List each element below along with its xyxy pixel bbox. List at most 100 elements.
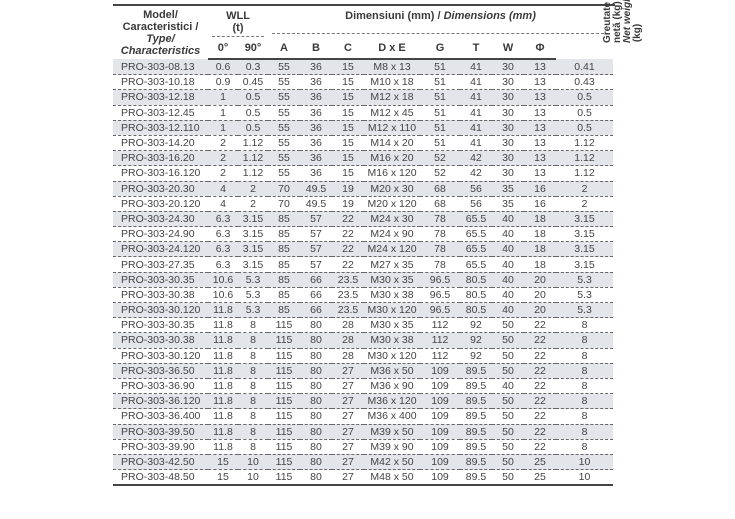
value-cell: 57 <box>300 256 333 273</box>
value-cell: 10.6 <box>208 287 238 304</box>
value-cell: 41 <box>460 59 493 76</box>
value-cell: 0.5 <box>238 120 269 136</box>
value-cell: 5.3 <box>238 302 269 319</box>
value-cell: 115 <box>268 469 301 487</box>
value-cell: 1.12 <box>556 165 614 182</box>
model-header: Model/ Caracteristici / Type/ Characteri… <box>113 5 208 59</box>
value-cell: 42 <box>460 165 493 182</box>
value-cell: 30 <box>492 74 525 91</box>
value-cell: 30 <box>492 89 525 106</box>
value-cell: 89.5 <box>460 408 493 425</box>
value-cell: 80 <box>300 408 333 425</box>
value-cell: M36 x 120 <box>364 393 421 410</box>
value-cell: 115 <box>268 454 301 471</box>
wll-unit: (t) <box>232 22 244 34</box>
value-cell: M39 x 90 <box>364 439 421 455</box>
value-cell: 78 <box>420 241 461 258</box>
value-cell: 8 <box>238 378 269 395</box>
value-cell: 10 <box>556 454 614 471</box>
value-cell: 11.8 <box>208 332 238 349</box>
value-cell: 112 <box>420 317 461 334</box>
value-cell: 115 <box>268 424 301 440</box>
value-cell: 1.12 <box>238 135 269 152</box>
model-cell: PRO-303-24.90 <box>113 226 208 243</box>
value-cell: 2 <box>208 135 238 152</box>
model-cell: PRO-303-48.50 <box>113 469 208 487</box>
value-cell: 28 <box>332 317 365 334</box>
value-cell: 0.6 <box>208 59 238 76</box>
model-cell: PRO-303-16.20 <box>113 150 208 167</box>
value-cell: 2 <box>556 181 614 197</box>
value-cell: 40 <box>492 256 525 273</box>
value-cell: 109 <box>420 469 461 487</box>
column-header: D x E <box>364 38 421 60</box>
value-cell: 22 <box>524 408 557 425</box>
value-cell: 15 <box>332 150 365 167</box>
model-header-line: Caracteristici / <box>122 20 199 33</box>
value-cell: 51 <box>420 135 461 152</box>
value-cell: 56 <box>460 181 493 197</box>
value-cell: 27 <box>332 439 365 455</box>
value-cell: 30 <box>492 150 525 167</box>
table-row: PRO-303-24.30 6.3 3.15 85 57 22 M24 x 30 78 65.5… <box>113 211 615 228</box>
value-cell: 5.3 <box>556 287 614 304</box>
value-cell: 35 <box>492 196 525 212</box>
value-cell: 55 <box>268 150 301 167</box>
value-cell: 27 <box>332 363 365 379</box>
value-cell: 78 <box>420 256 461 273</box>
value-cell: 4 <box>208 181 238 197</box>
value-cell: 49.5 <box>300 181 333 197</box>
value-cell: 22 <box>524 439 557 455</box>
value-cell: 10 <box>238 469 269 487</box>
table-row: PRO-303-12.45 1 0.5 55 36 15 M12 x 45 51 41 30 13 0… <box>113 105 615 121</box>
value-cell: 51 <box>420 59 461 76</box>
column-header: G <box>420 38 461 60</box>
value-cell: 57 <box>300 226 333 243</box>
value-cell: 0.5 <box>556 105 614 121</box>
wll-label: WLL <box>226 10 250 22</box>
value-cell: 8 <box>238 332 269 349</box>
value-cell: 80.5 <box>460 287 493 304</box>
value-cell: 22 <box>524 363 557 379</box>
table-row: PRO-303-30.35 10.6 5.3 85 66 23.5 M30 x 35 96.5… <box>113 272 615 288</box>
value-cell: 2 <box>556 196 614 212</box>
value-cell: 2 <box>208 150 238 167</box>
value-cell: 3.15 <box>556 226 614 243</box>
dimensions-header: Dimensiuni (mm) / Dimensions (mm) <box>268 5 613 38</box>
value-cell: 65.5 <box>460 211 493 228</box>
value-cell: 22 <box>332 241 365 258</box>
value-cell: 78 <box>420 226 461 243</box>
value-cell: M39 x 50 <box>364 424 421 440</box>
model-cell: PRO-303-10.18 <box>113 74 208 91</box>
value-cell: 50 <box>492 424 525 440</box>
table-row: PRO-303-08.13 0.6 0.3 55 36 15 M8 x 13 51 41 30 13… <box>113 59 615 76</box>
value-cell: 1.12 <box>238 165 269 182</box>
value-cell: M36 x 400 <box>364 408 421 425</box>
value-cell: 0.3 <box>238 59 269 76</box>
value-cell: 36 <box>300 120 333 136</box>
value-cell: 11.8 <box>208 424 238 440</box>
value-cell: 23.5 <box>332 302 365 319</box>
value-cell: 89.5 <box>460 363 493 379</box>
value-cell: 50 <box>492 439 525 455</box>
value-cell: 8 <box>556 363 614 379</box>
table-row: PRO-303-10.18 0.9 0.45 55 36 15 M10 x 18 51 41 30… <box>113 74 615 91</box>
value-cell: 30 <box>492 165 525 182</box>
value-cell: 0.5 <box>238 89 269 106</box>
column-header: T <box>460 38 493 60</box>
value-cell: 16 <box>524 196 557 212</box>
value-cell: 50 <box>492 454 525 471</box>
value-cell: 85 <box>268 256 301 273</box>
value-cell: 20 <box>524 287 557 304</box>
value-cell: 36 <box>300 105 333 121</box>
value-cell: 13 <box>524 120 557 136</box>
value-cell: 3.15 <box>238 241 269 258</box>
value-cell: 15 <box>208 454 238 471</box>
value-cell: 112 <box>420 332 461 349</box>
value-cell: 0.5 <box>556 89 614 106</box>
value-cell: 41 <box>460 135 493 152</box>
value-cell: 18 <box>524 211 557 228</box>
value-cell: 8 <box>556 317 614 334</box>
value-cell: M8 x 13 <box>364 59 421 76</box>
value-cell: 115 <box>268 408 301 425</box>
